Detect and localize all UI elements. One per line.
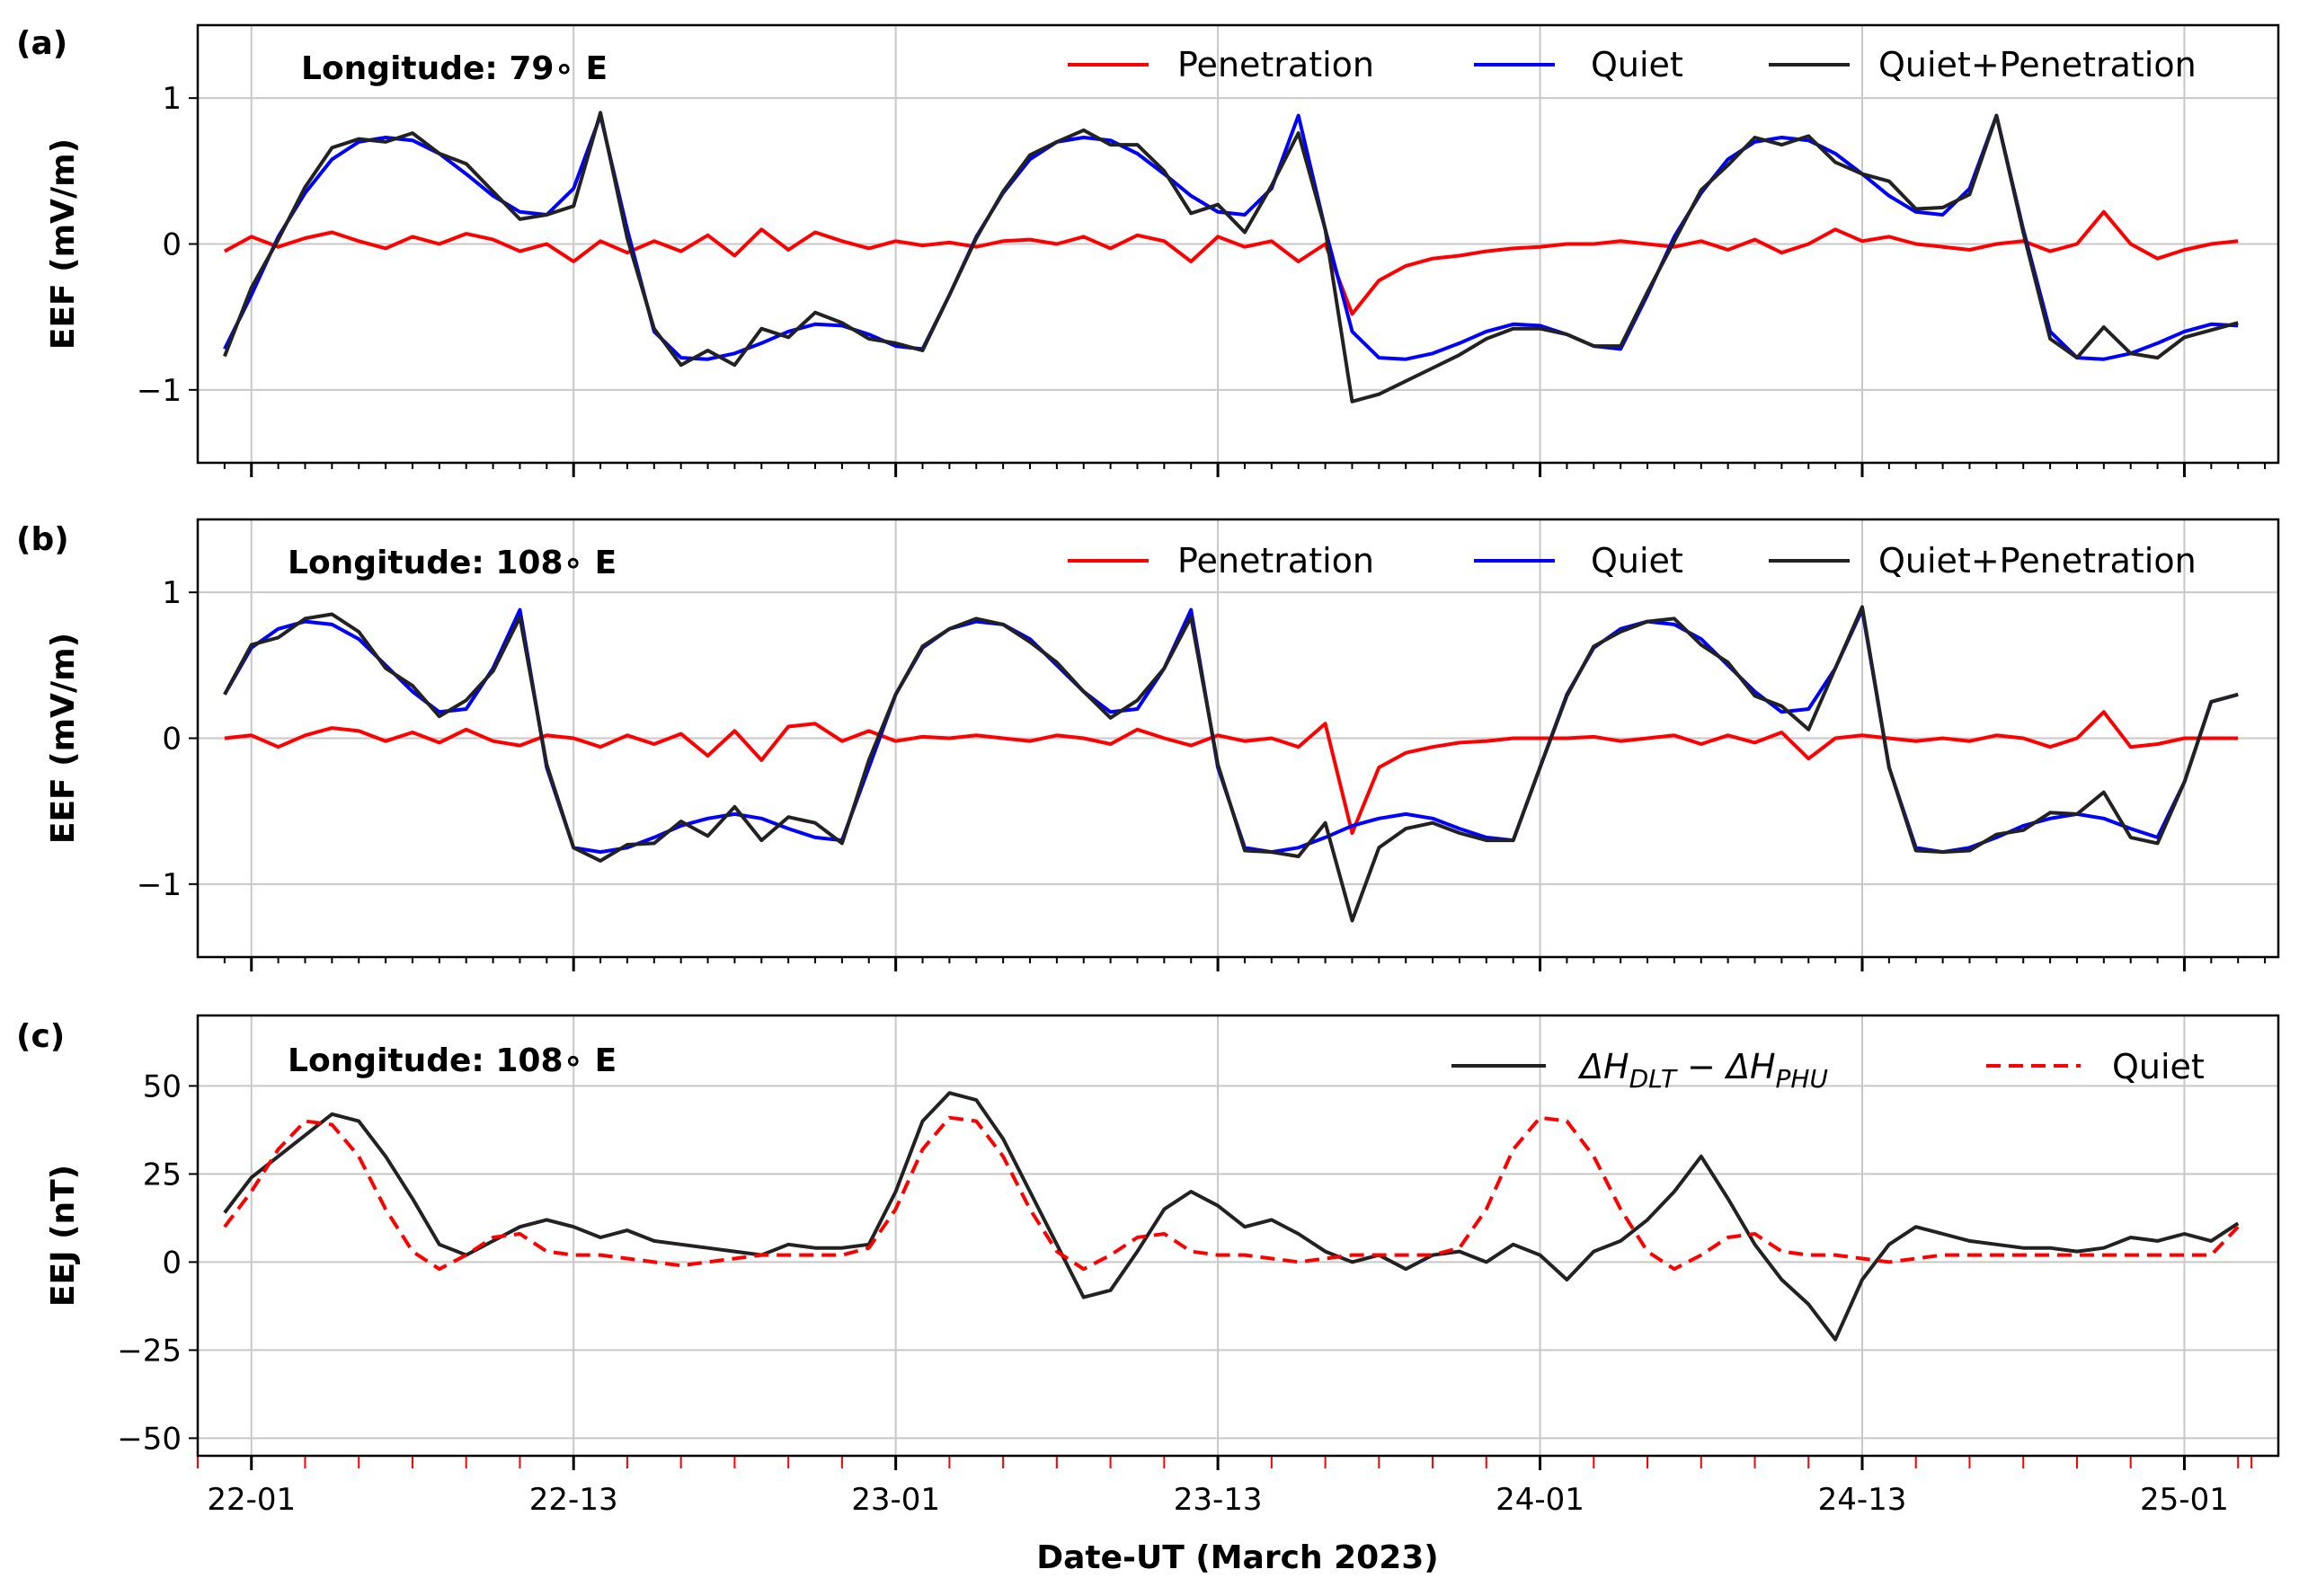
y-tick-label: −50 xyxy=(117,1421,182,1457)
legend-label: Quiet+Penetration xyxy=(1878,541,2197,581)
panel-label: (c) xyxy=(16,1018,65,1055)
series-line-quiet-penetration xyxy=(223,605,2239,923)
y-tick-label: −25 xyxy=(117,1333,182,1369)
y-tick-label: 0 xyxy=(162,1245,182,1281)
y-tick-label: 1 xyxy=(162,575,182,611)
y-tick-label: 50 xyxy=(143,1068,182,1104)
legend-label: Quiet xyxy=(2112,1047,2205,1086)
panel-label: (a) xyxy=(16,25,67,62)
legend-label: Quiet xyxy=(1591,541,1683,581)
axes-frame xyxy=(196,23,2280,465)
panel-2: −1 0 1 EEF (mV/m) (b) Longitude: 108∘ E Penetr… xyxy=(16,518,2280,971)
x-tick-label: 23-13 xyxy=(1174,1482,1263,1518)
y-axis-title: EEF (mV/m) xyxy=(45,633,82,844)
x-tick-label: 24-13 xyxy=(1818,1482,1907,1518)
y-tick-label: 25 xyxy=(143,1157,182,1193)
longitude-annotation: Longitude: 108∘ E xyxy=(288,1042,617,1079)
panel-1: −1 0 1 EEF (mV/m) (a) Longitude: 79∘ E Penetra… xyxy=(16,23,2280,477)
axes-frame xyxy=(196,518,2280,959)
legend-label: ΔHDLT − ΔHPHU xyxy=(1577,1047,1828,1094)
y-tick-label: 1 xyxy=(162,81,182,117)
series-line-penetration xyxy=(223,209,2239,316)
series-line-delta-h xyxy=(223,1091,2240,1342)
legend-label: Penetration xyxy=(1177,45,1374,84)
y-axis-title: EEF (mV/m) xyxy=(45,138,82,350)
panel-3: −50 −25 0 25 50 22-01 22-13 23-01 23-13 24-01 24-1… xyxy=(16,1014,2280,1518)
y-tick-label: −1 xyxy=(137,373,182,409)
longitude-annotation: Longitude: 79∘ E xyxy=(301,50,608,87)
longitude-annotation: Longitude: 108∘ E xyxy=(288,545,617,581)
x-tick-label: 22-01 xyxy=(207,1482,296,1518)
y-tick-label: −1 xyxy=(137,867,182,903)
y-tick-label: 0 xyxy=(162,227,182,263)
x-tick-label: 24-01 xyxy=(1496,1482,1584,1518)
x-tick-label: 23-01 xyxy=(851,1482,940,1518)
y-axis-title: EEJ (nT) xyxy=(45,1165,82,1307)
panel-label: (b) xyxy=(16,521,69,558)
legend-label: Quiet xyxy=(1591,45,1683,84)
y-tick-label: 0 xyxy=(162,722,182,758)
axes-frame xyxy=(196,1014,2280,1458)
x-tick-label: 25-01 xyxy=(2140,1482,2229,1518)
series-line-quiet xyxy=(223,1115,2240,1272)
x-tick-label: 22-13 xyxy=(529,1482,618,1518)
legend-label: Penetration xyxy=(1177,541,1374,581)
legend-label: Quiet+Penetration xyxy=(1878,45,2197,84)
series-line-quiet-penetration xyxy=(223,111,2239,403)
x-axis-title: Date-UT (March 2023) xyxy=(1036,1539,1439,1576)
series-line-quiet xyxy=(223,113,2239,361)
series-line-penetration xyxy=(224,710,2239,835)
